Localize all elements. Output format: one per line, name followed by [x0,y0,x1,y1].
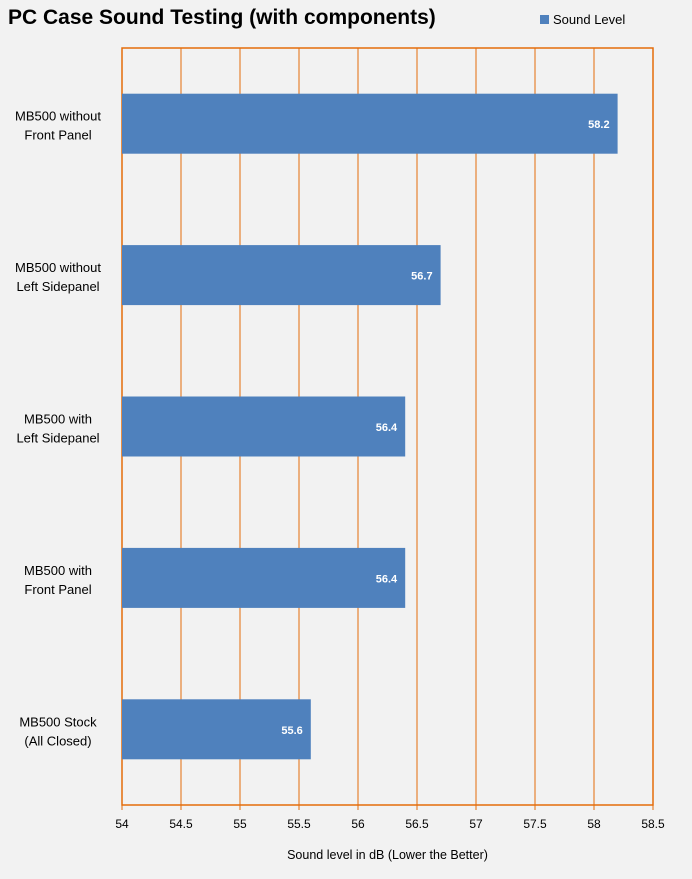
category-label-line: Left Sidepanel [16,279,99,294]
x-tick-label: 54 [115,817,129,831]
bar [122,93,618,154]
bar [122,547,406,608]
bar [122,396,406,457]
data-label: 56.7 [411,271,432,283]
category-label-line: MB500 with [24,563,92,578]
data-label: 58.2 [588,119,609,131]
legend: Sound Level [540,12,625,27]
legend-label: Sound Level [553,12,626,27]
x-tick-label: 55.5 [287,817,311,831]
bar [122,245,441,306]
x-tick-label: 57 [469,817,483,831]
x-tick-label: 56 [351,817,365,831]
category-label-line: (All Closed) [24,733,91,748]
data-label: 56.4 [376,573,398,585]
category-label-line: Front Panel [24,128,91,143]
category-label-line: MB500 Stock [19,714,97,729]
x-tick-label: 55 [233,817,247,831]
x-tick-label: 58.5 [641,817,665,831]
category-label-line: MB500 with [24,412,92,427]
chart-title: PC Case Sound Testing (with components) [8,6,436,29]
data-label: 55.6 [281,725,302,737]
category-label: MB500 without Front Panel [15,109,101,143]
category-label: MB500 with Left Sidepanel [16,412,99,446]
category-label-line: Left Sidepanel [16,431,99,446]
category-label: MB500 without Left Sidepanel [15,260,101,294]
x-tick-label: 56.5 [405,817,429,831]
x-tick-label: 58 [587,817,601,831]
category-label: MB500 with Front Panel [24,563,92,597]
x-tick-label: 57.5 [523,817,547,831]
x-axis-title: Sound level in dB (Lower the Better) [287,848,488,862]
x-tick-label: 54.5 [169,817,193,831]
category-label-line: MB500 without [15,260,101,275]
category-label-line: MB500 without [15,109,101,124]
legend-swatch [540,15,549,24]
bar [122,699,311,760]
data-label: 56.4 [376,422,398,434]
category-label-line: Front Panel [24,582,91,597]
category-label: MB500 Stock (All Closed) [19,714,97,748]
